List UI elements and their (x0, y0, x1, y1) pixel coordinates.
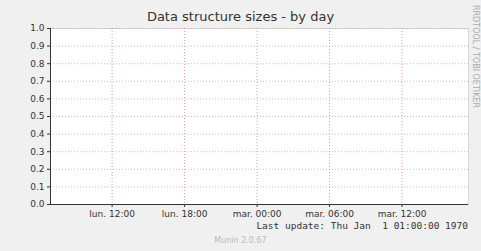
html-text:Data structure sizes - by day: Data structure sizes - by day (146, 9, 335, 24)
html-text:RRDTOOL / TOBI OETIKER: RRDTOOL / TOBI OETIKER (471, 5, 480, 108)
svg-text:1.0: 1.0 (30, 23, 45, 33)
svg-text:0.0: 0.0 (30, 199, 45, 209)
svg-text:lun. 12:00: lun. 12:00 (89, 209, 135, 219)
svg-text:0.7: 0.7 (30, 76, 44, 86)
svg-text:lun. 18:00: lun. 18:00 (162, 209, 208, 219)
svg-text:0.4: 0.4 (30, 129, 45, 139)
svg-text:0.2: 0.2 (30, 164, 44, 174)
svg-text:mar. 12:00: mar. 12:00 (378, 209, 427, 219)
svg-text:0.1: 0.1 (30, 182, 44, 192)
svg-text:0.3: 0.3 (30, 147, 44, 157)
svg-text:mar. 00:00: mar. 00:00 (233, 209, 282, 219)
svg-text:0.8: 0.8 (30, 59, 45, 69)
html-text:Last update: Thu Jan 1 01:00:0: Last update: Thu Jan 1 01:00:00 1970 (256, 220, 468, 231)
svg-text:mar. 06:00: mar. 06:00 (305, 209, 354, 219)
svg-text:0.5: 0.5 (30, 111, 44, 121)
html-text:Munin 2.0.67: Munin 2.0.67 (214, 236, 267, 245)
svg-text:0.6: 0.6 (30, 94, 45, 104)
svg-text:0.9: 0.9 (30, 41, 45, 51)
